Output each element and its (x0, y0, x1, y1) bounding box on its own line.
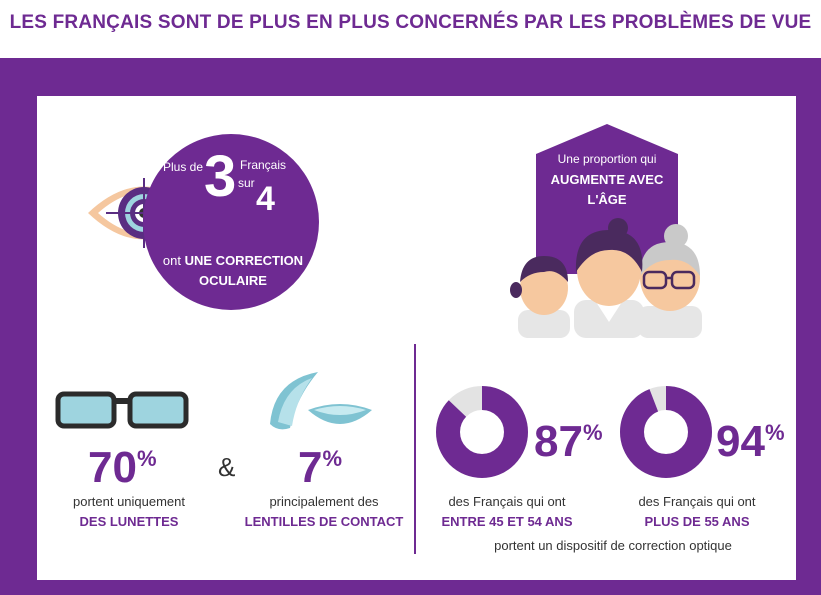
lenses-caption-line1: principalement des (269, 494, 379, 509)
stat-line2: OCULAIRE (199, 273, 267, 288)
stat-prefix: Plus de (163, 160, 204, 174)
donut1-caption-line2: ENTRE 45 ET 54 ANS (441, 514, 573, 529)
stat-unit: Français (240, 158, 287, 172)
page-title: LES FRANÇAIS SONT DE PLUS EN PLUS CONCER… (9, 12, 812, 33)
donut1-arc (436, 386, 528, 478)
donut2-caption-line1: des Français qui ont (638, 494, 756, 509)
age-line1: Une proportion qui (557, 152, 657, 166)
donut2-caption-line2: PLUS DE 55 ANS (644, 514, 750, 529)
ampersand: & (218, 452, 236, 482)
family-icon (510, 218, 702, 338)
age-line2: AUGMENTE AVEC (550, 172, 664, 187)
age-line3: L'ÂGE (587, 192, 627, 207)
section-divider (414, 344, 416, 554)
stat-circle (143, 134, 319, 310)
house-icon (536, 124, 678, 274)
stat-line1: ont UNE CORRECTION (162, 253, 304, 268)
lenses-percent: 7% (298, 443, 343, 492)
donut1-percent: 87% (534, 417, 603, 466)
footer-caption: portent un dispositif de correction opti… (494, 538, 732, 553)
donut1-caption-line1: des Français qui ont (448, 494, 566, 509)
donut-chart-icon (620, 386, 712, 478)
stat-sur: sur (238, 176, 255, 190)
glasses-icon (55, 391, 189, 429)
stat-denominator: 4 (256, 180, 275, 218)
contact-lens-icon (270, 372, 372, 430)
donut2-percent: 94% (716, 417, 785, 466)
donut2-arc (620, 386, 712, 478)
stat-numerator: 3 (204, 144, 237, 209)
glasses-percent: 70% (88, 443, 157, 492)
glasses-caption-line1: portent uniquement (72, 494, 186, 509)
lenses-caption-line2: LENTILLES DE CONTACT (244, 514, 404, 529)
donut-chart-icon (436, 386, 528, 478)
glasses-caption-line2: DES LUNETTES (79, 514, 179, 529)
